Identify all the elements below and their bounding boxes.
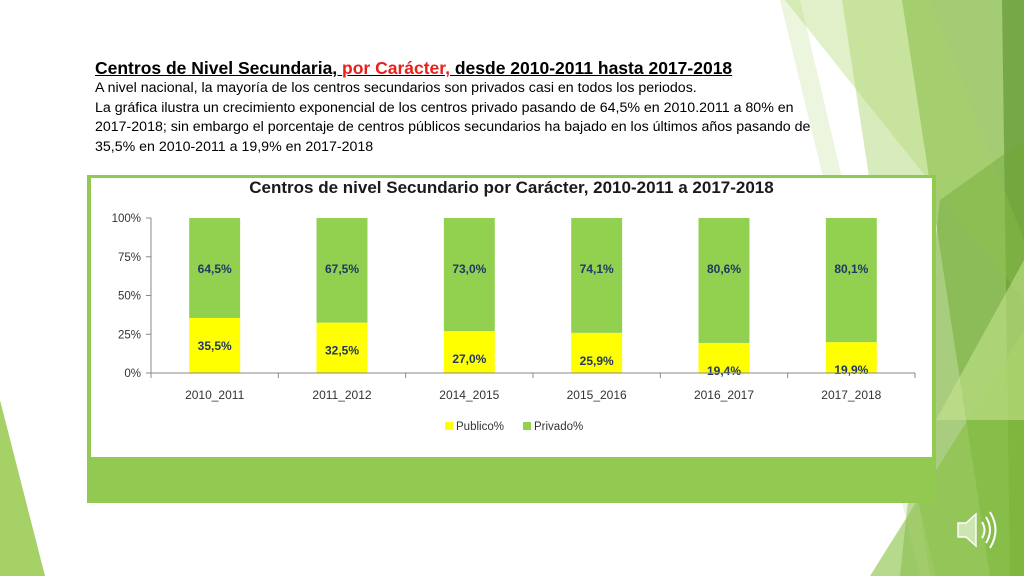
bar-publico — [443, 331, 495, 373]
data-label: 80,1% — [834, 262, 868, 276]
intro-paragraph: A nivel nacional, la mayoría de los cent… — [95, 80, 697, 96]
x-tick-label: 2011_2012 — [312, 388, 372, 402]
x-tick-label: 2015_2016 — [567, 388, 627, 402]
data-label: 27,0% — [452, 352, 486, 366]
bar-publico — [825, 342, 877, 373]
bar-publico — [189, 317, 241, 373]
legend-swatch — [445, 422, 453, 430]
y-tick-label: 0% — [124, 368, 141, 380]
data-label: 80,6% — [707, 262, 741, 276]
y-tick-label: 50% — [118, 291, 141, 303]
data-label: 25,9% — [580, 354, 614, 368]
analysis-paragraph: La gráfica ilustra un crecimiento expone… — [95, 99, 811, 155]
bar-privado — [189, 218, 241, 318]
chart-title: Centros de nivel Secundario por Carácter… — [249, 178, 774, 197]
bar-privado — [825, 218, 877, 343]
chart-frame: Centros de nivel Secundario por Carácter… — [87, 175, 936, 503]
bar-publico — [316, 322, 368, 373]
bar-privado — [443, 218, 495, 332]
legend-swatch — [523, 422, 531, 430]
data-label: 64,5% — [198, 262, 232, 276]
data-label: 32,5% — [325, 344, 359, 358]
y-tick-label: 75% — [118, 252, 141, 264]
stacked-bar-chart: 0% 25% 50% 75% 100% 35,5% 64,5% 2010_2011 32,5% 6… — [112, 213, 916, 433]
heading-accent: por Carácter, — [342, 58, 450, 78]
heading-part-2: desde 2010-2011 hasta 2017-2018 — [450, 58, 733, 78]
y-tick-label: 25% — [118, 329, 141, 341]
data-label: 35,5% — [198, 339, 232, 353]
data-label: 73,0% — [452, 262, 486, 276]
bar-privado — [698, 218, 750, 343]
slide-text: Centros de Nivel Secundaria, por Carácte… — [95, 57, 815, 157]
legend-label: Publico% — [456, 421, 504, 433]
x-tick-label: 2017_2018 — [821, 388, 881, 402]
bar-publico — [571, 332, 623, 373]
legend-label: Privado% — [534, 421, 583, 433]
data-label: 19,4% — [707, 364, 741, 378]
data-label: 74,1% — [580, 262, 614, 276]
slide-heading: Centros de Nivel Secundaria, por Carácte… — [95, 57, 815, 79]
y-tick-label: 100% — [112, 213, 141, 225]
x-tick-label: 2016_2017 — [694, 388, 754, 402]
bar-publico — [698, 342, 750, 373]
bar-privado — [316, 218, 368, 323]
data-label: 19,9% — [834, 363, 868, 377]
speaker-icon[interactable] — [955, 508, 1005, 552]
data-label: 67,5% — [325, 262, 359, 276]
x-tick-label: 2014_2015 — [439, 388, 499, 402]
bar-privado — [571, 218, 623, 333]
heading-part-1: Centros de Nivel Secundaria, — [95, 58, 343, 78]
x-tick-label: 2010_2011 — [185, 388, 245, 402]
